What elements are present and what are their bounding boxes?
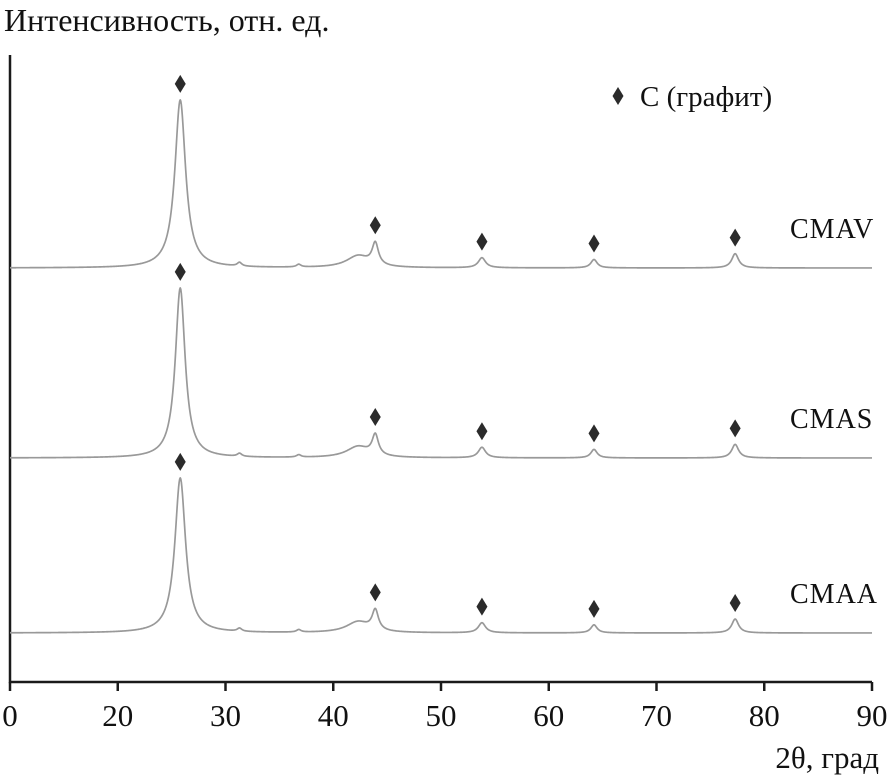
graphite-peak-marker (588, 599, 600, 618)
trace-CMAA (9, 477, 873, 634)
graphite-peak-marker (174, 262, 186, 281)
graphite-peak-marker (174, 452, 186, 471)
x-tick-label: 40 (318, 698, 349, 733)
series-label-CMAV: CMAV (790, 214, 874, 245)
graphite-peak-marker (729, 594, 741, 613)
x-axis-title: 2θ, град (775, 740, 879, 775)
graphite-peak-marker (476, 597, 488, 616)
graphite-peak-marker (369, 583, 381, 602)
y-axis-title: Интенсивность, отн. ед. (4, 2, 330, 38)
legend-label: С (графит) (640, 81, 772, 113)
graphite-peak-marker (369, 216, 381, 235)
series-label-CMAA: CMAA (790, 579, 878, 610)
graphite-peak-marker (476, 422, 488, 441)
graphite-peak-marker (476, 232, 488, 251)
graphite-peak-marker (588, 424, 600, 443)
trace-CMAV (9, 99, 873, 269)
x-tick-label: 20 (102, 698, 133, 733)
graphite-peak-marker (729, 419, 741, 438)
x-tick-label: 50 (426, 698, 457, 733)
graphite-peak-marker (588, 234, 600, 253)
x-tick-label: 60 (533, 698, 564, 733)
axes (8, 55, 872, 684)
graphite-peak-marker (174, 74, 186, 93)
x-tick-label: 70 (641, 698, 672, 733)
x-tick-label: 90 (857, 698, 888, 733)
x-tick-label: 0 (2, 698, 18, 733)
x-tick-label: 80 (749, 698, 780, 733)
legend-diamond-icon (612, 87, 624, 105)
trace-CMAS (9, 287, 873, 459)
graphite-peak-marker (729, 228, 741, 247)
x-tick-label: 30 (210, 698, 241, 733)
series-label-CMAS: CMAS (790, 404, 873, 435)
graphite-peak-marker (369, 408, 381, 427)
